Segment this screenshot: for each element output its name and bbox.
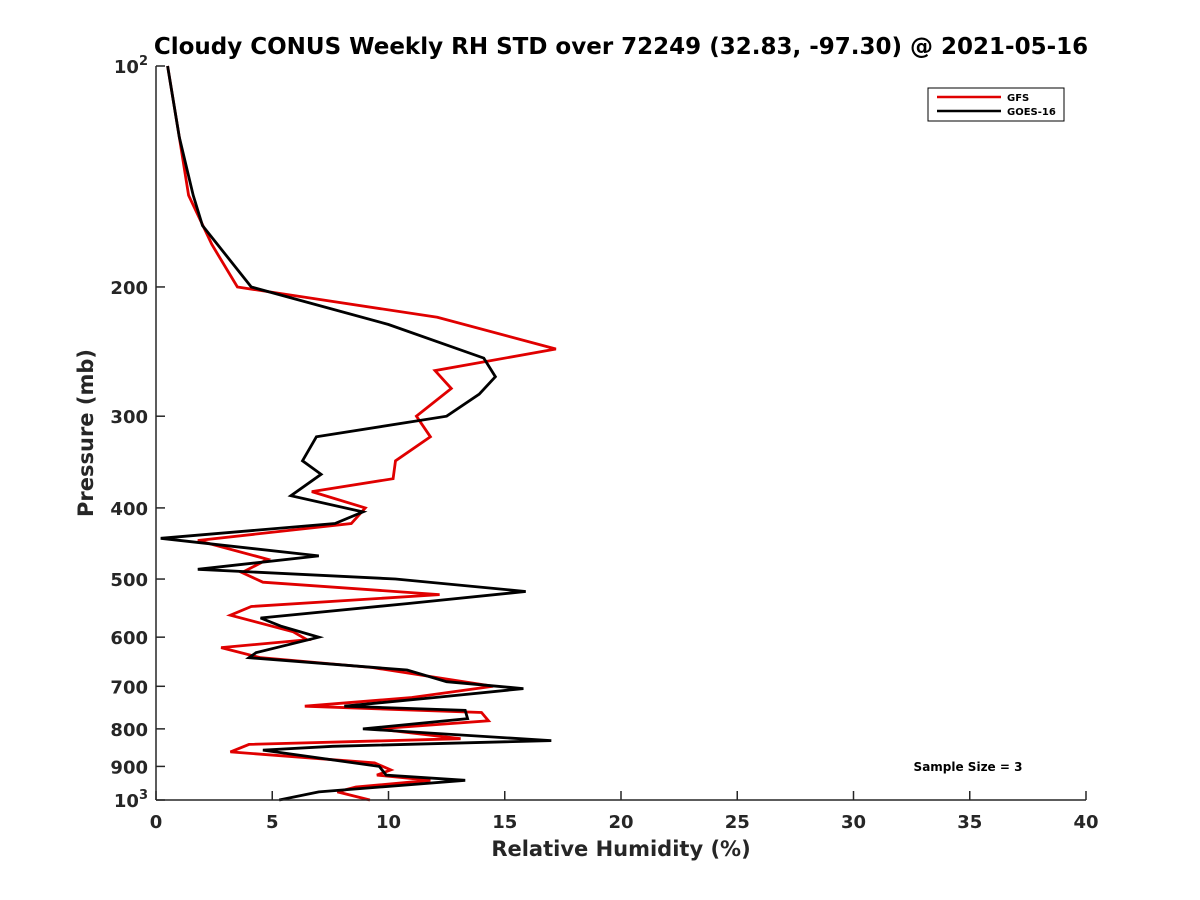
x-tick-label: 10	[376, 812, 401, 833]
y-tick-label-base: 800	[110, 720, 148, 741]
x-tick-group: 0 5 10 15 20 25 30 35 40	[150, 791, 1099, 833]
y-tick-label-exponent: 3	[139, 788, 148, 803]
y-tick-label-base: 10	[114, 791, 139, 812]
legend: GFS GOES-16	[927, 87, 1065, 122]
x-tick-label: 30	[841, 812, 866, 833]
y-tick-label-base: 10	[114, 57, 139, 78]
legend-box	[927, 87, 1065, 122]
x-tick-label: 35	[957, 812, 982, 833]
x-tick-label: 20	[608, 812, 633, 833]
series-line-goes-16	[160, 65, 552, 802]
y-tick-label: 300	[110, 407, 148, 428]
x-tick-label: 25	[725, 812, 750, 833]
x-tick-label: 15	[492, 812, 517, 833]
y-tick-label: 103	[114, 788, 148, 812]
y-axis-label: Pressure (mb)	[74, 349, 98, 517]
y-tick-label-exponent: 2	[139, 54, 148, 69]
y-tick-label-base: 200	[110, 278, 148, 299]
x-axis-label: Relative Humidity (%)	[491, 837, 750, 861]
y-tick-label-base: 500	[110, 570, 148, 591]
y-tick-label-base: 300	[110, 407, 148, 428]
chart-title: Cloudy CONUS Weekly RH STD over 72249 (3…	[154, 34, 1088, 60]
x-tick-label: 0	[150, 812, 163, 833]
y-tick-label: 200	[110, 278, 148, 299]
x-tick-label: 40	[1073, 812, 1098, 833]
x-tick-label: 5	[266, 812, 279, 833]
y-tick-label: 900	[110, 757, 148, 778]
legend-label: GOES-16	[1007, 107, 1056, 118]
legend-label: GFS	[1007, 93, 1029, 104]
data-series-group	[160, 65, 557, 802]
y-tick-label-base: 700	[110, 677, 148, 698]
y-tick-label: 102	[114, 54, 148, 78]
y-tick-label: 500	[110, 570, 148, 591]
y-tick-label: 400	[110, 499, 148, 520]
sample-size-annotation: Sample Size = 3	[914, 760, 1023, 774]
y-tick-label: 600	[110, 628, 148, 649]
y-tick-label-base: 900	[110, 757, 148, 778]
y-tick-label: 700	[110, 677, 148, 698]
y-tick-label-base: 600	[110, 628, 148, 649]
y-tick-label: 800	[110, 720, 148, 741]
series-line-gfs	[166, 65, 557, 802]
y-tick-label-base: 400	[110, 499, 148, 520]
